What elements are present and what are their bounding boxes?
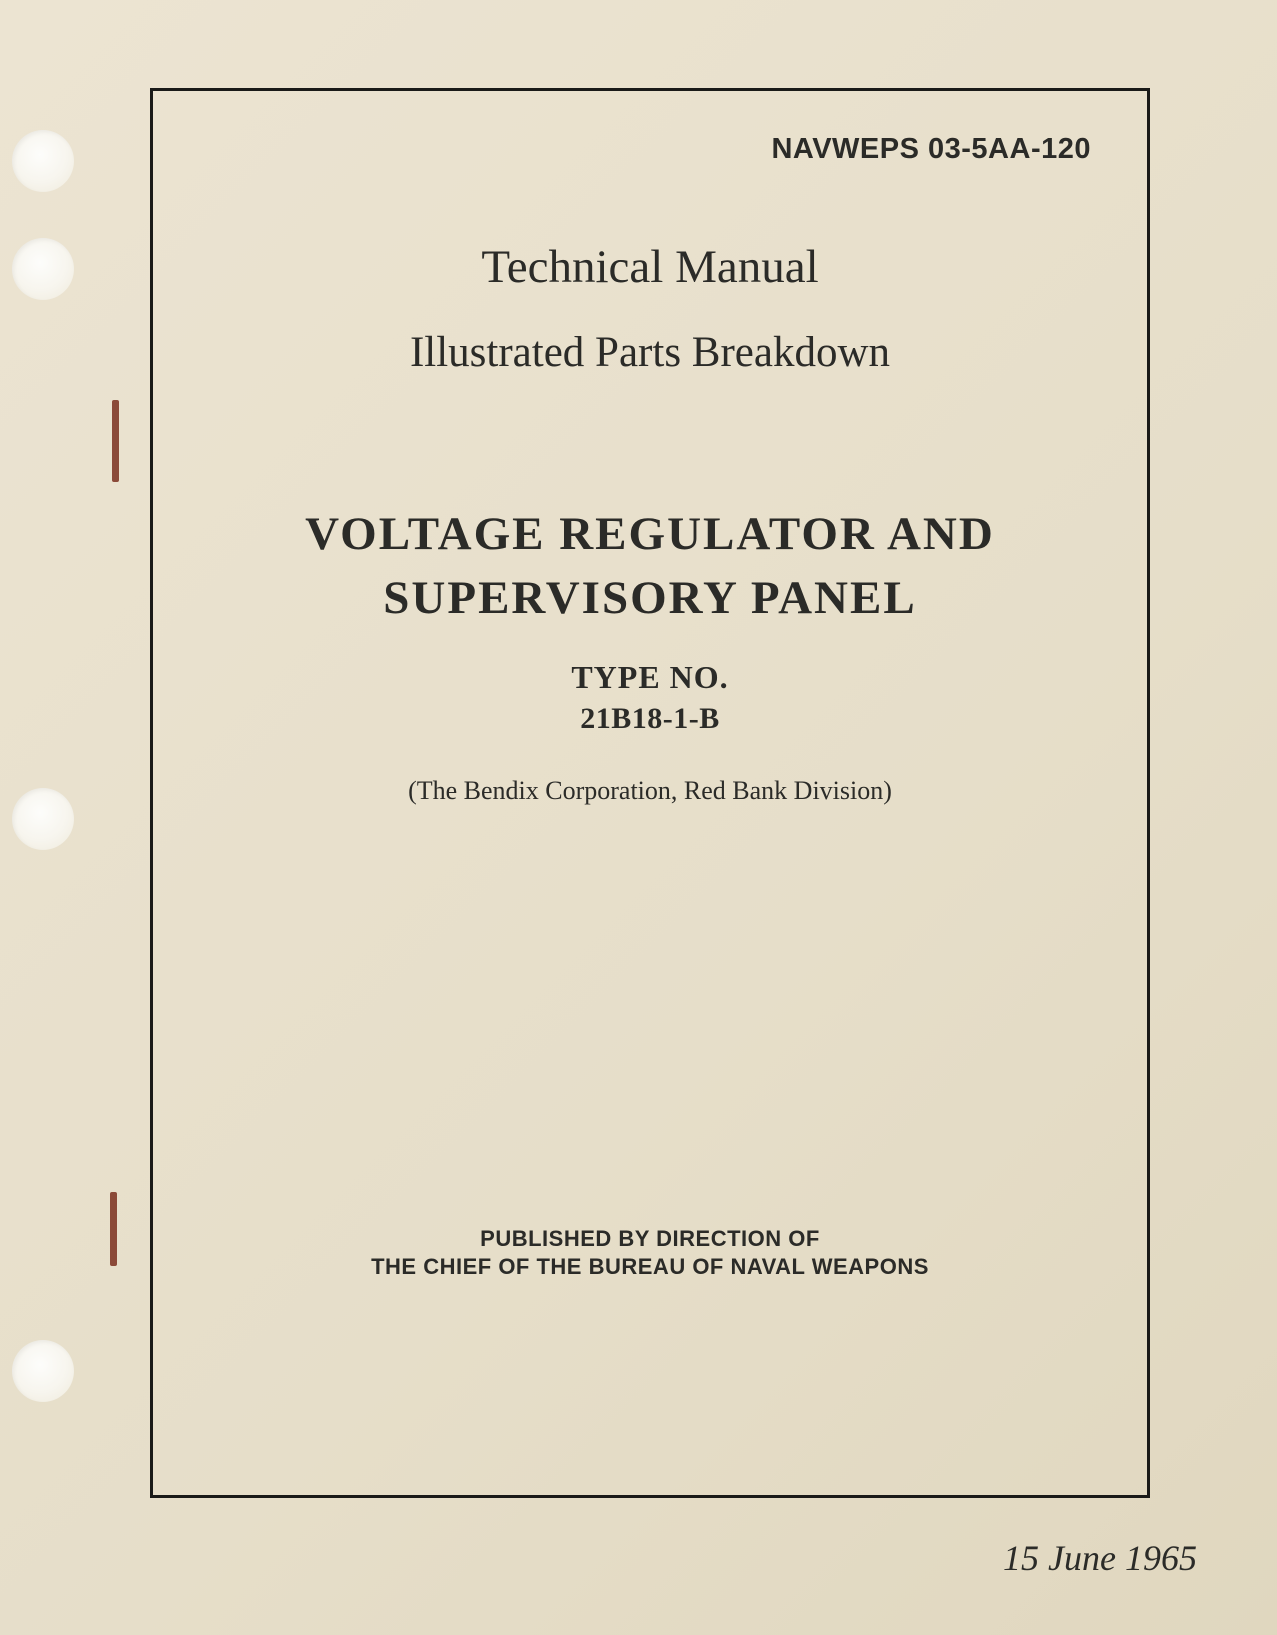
type-no-value: 21B18-1-B xyxy=(209,702,1091,736)
published-by-line-2: THE CHIEF OF THE BUREAU OF NAVAL WEAPONS xyxy=(209,1254,1091,1280)
cover-frame: NAVWEPS 03-5AA-120 Technical Manual Illu… xyxy=(150,88,1150,1498)
punch-hole-icon xyxy=(12,238,74,300)
title-line-2: SUPERVISORY PANEL xyxy=(209,571,1091,625)
punch-hole-icon xyxy=(12,130,74,192)
document-number: NAVWEPS 03-5AA-120 xyxy=(209,133,1091,166)
page-background: NAVWEPS 03-5AA-120 Technical Manual Illu… xyxy=(0,0,1277,1635)
title-line-1: VOLTAGE REGULATOR AND xyxy=(209,507,1091,561)
staple-mark-icon xyxy=(112,400,119,482)
heading-illustrated-parts-breakdown: Illustrated Parts Breakdown xyxy=(209,328,1091,377)
staple-mark-icon xyxy=(110,1192,117,1266)
punch-hole-icon xyxy=(12,788,74,850)
type-no-label: TYPE NO. xyxy=(209,659,1091,696)
published-by-line-1: PUBLISHED BY DIRECTION OF xyxy=(209,1226,1091,1252)
publication-date: 15 June 1965 xyxy=(1003,1537,1197,1579)
punch-hole-icon xyxy=(12,1340,74,1402)
manufacturer-line: (The Bendix Corporation, Red Bank Divisi… xyxy=(209,776,1091,806)
heading-technical-manual: Technical Manual xyxy=(209,240,1091,294)
